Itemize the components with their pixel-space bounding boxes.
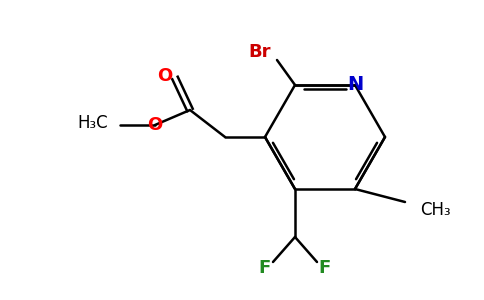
Text: CH₃: CH₃ [420,201,451,219]
Text: F: F [319,259,331,277]
Text: O: O [147,116,163,134]
Text: Br: Br [249,43,271,61]
Text: N: N [347,76,363,94]
Text: H₃C: H₃C [77,114,108,132]
Text: O: O [157,67,173,85]
Text: F: F [259,259,271,277]
